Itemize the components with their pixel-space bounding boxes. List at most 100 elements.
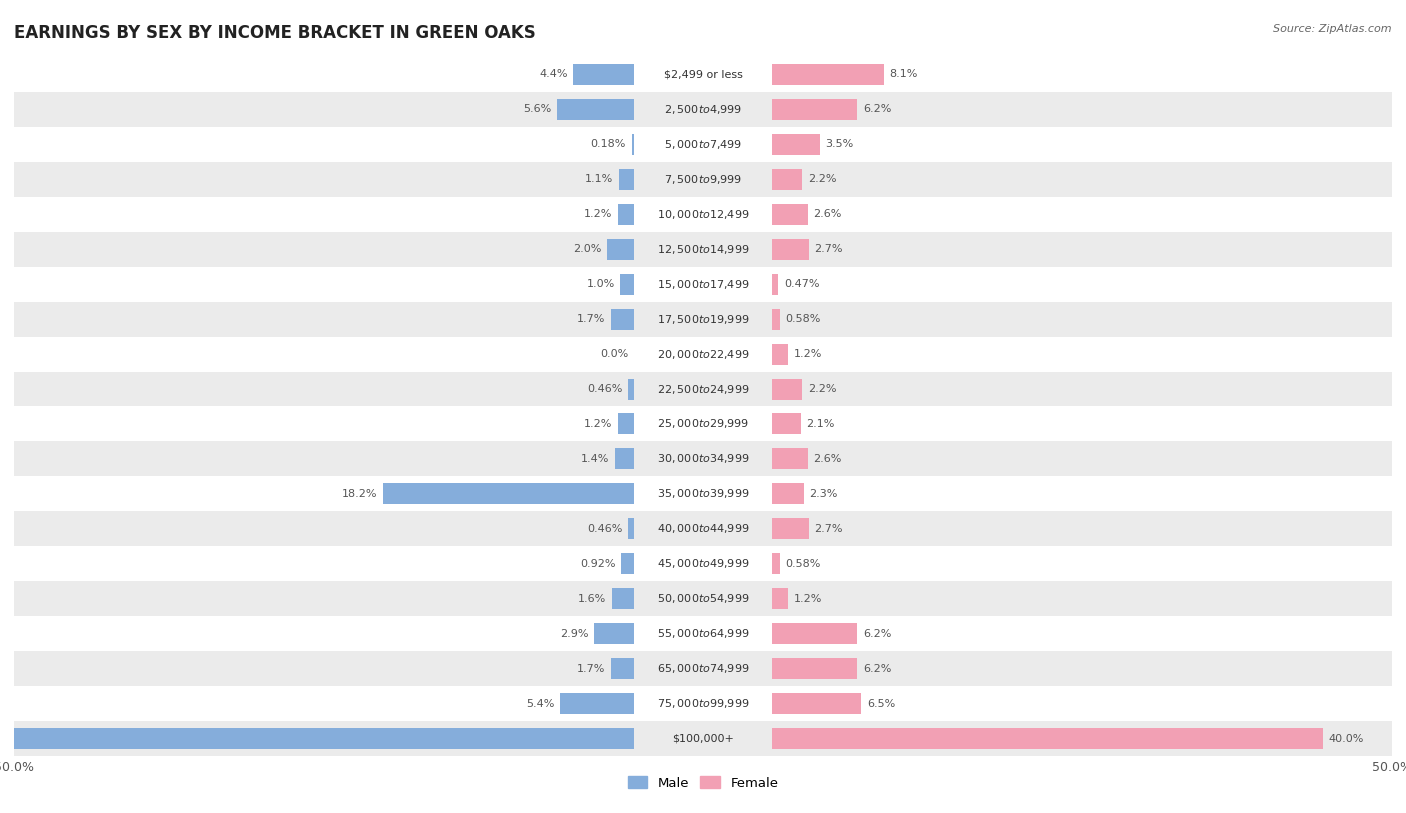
Text: 2.9%: 2.9% bbox=[560, 628, 589, 639]
Bar bbox=[14, 372, 1392, 406]
Bar bbox=[14, 441, 1392, 476]
Bar bbox=[14, 651, 1392, 686]
Bar bbox=[772, 659, 858, 679]
Bar bbox=[614, 449, 634, 469]
Bar bbox=[772, 414, 801, 434]
Bar bbox=[14, 546, 1392, 581]
Text: Source: ZipAtlas.com: Source: ZipAtlas.com bbox=[1274, 24, 1392, 34]
Text: 0.92%: 0.92% bbox=[581, 559, 616, 569]
Text: $15,000 to $17,499: $15,000 to $17,499 bbox=[657, 278, 749, 290]
Bar bbox=[14, 57, 1392, 92]
Bar bbox=[557, 99, 634, 120]
Text: $50,000 to $54,999: $50,000 to $54,999 bbox=[657, 593, 749, 605]
Bar bbox=[14, 406, 1392, 441]
Text: $40,000 to $44,999: $40,000 to $44,999 bbox=[657, 523, 749, 535]
Text: 0.46%: 0.46% bbox=[586, 524, 623, 534]
Text: 18.2%: 18.2% bbox=[342, 489, 378, 499]
Text: $75,000 to $99,999: $75,000 to $99,999 bbox=[657, 698, 749, 710]
Text: $55,000 to $64,999: $55,000 to $64,999 bbox=[657, 628, 749, 640]
Bar bbox=[14, 92, 1392, 127]
Text: 0.58%: 0.58% bbox=[786, 314, 821, 324]
Text: 40.0%: 40.0% bbox=[1329, 733, 1364, 744]
Text: 8.1%: 8.1% bbox=[889, 69, 917, 80]
Bar bbox=[14, 302, 1392, 337]
Bar bbox=[772, 134, 820, 154]
Legend: Male, Female: Male, Female bbox=[623, 771, 783, 795]
Text: $2,499 or less: $2,499 or less bbox=[664, 69, 742, 80]
Text: 6.2%: 6.2% bbox=[863, 628, 891, 639]
Bar bbox=[14, 721, 1392, 756]
Text: $20,000 to $22,499: $20,000 to $22,499 bbox=[657, 348, 749, 360]
Text: $17,500 to $19,999: $17,500 to $19,999 bbox=[657, 313, 749, 325]
Text: 2.3%: 2.3% bbox=[808, 489, 838, 499]
Bar bbox=[560, 693, 634, 714]
Text: 2.7%: 2.7% bbox=[814, 244, 844, 254]
Text: 1.2%: 1.2% bbox=[583, 419, 612, 429]
Text: 1.2%: 1.2% bbox=[794, 349, 823, 359]
Text: 1.4%: 1.4% bbox=[581, 454, 609, 464]
Bar bbox=[772, 169, 803, 189]
Bar bbox=[612, 589, 634, 609]
Text: 6.5%: 6.5% bbox=[868, 698, 896, 709]
Bar bbox=[772, 99, 858, 120]
Text: $10,000 to $12,499: $10,000 to $12,499 bbox=[657, 208, 749, 220]
Text: 6.2%: 6.2% bbox=[863, 663, 891, 674]
Bar bbox=[610, 659, 634, 679]
Text: 1.1%: 1.1% bbox=[585, 174, 613, 185]
Bar bbox=[772, 239, 808, 259]
Bar bbox=[14, 511, 1392, 546]
Text: 1.2%: 1.2% bbox=[583, 209, 612, 220]
Text: $30,000 to $34,999: $30,000 to $34,999 bbox=[657, 453, 749, 465]
Bar bbox=[617, 414, 634, 434]
Text: $65,000 to $74,999: $65,000 to $74,999 bbox=[657, 663, 749, 675]
Bar bbox=[772, 204, 807, 224]
Bar bbox=[772, 274, 779, 294]
Text: 5.6%: 5.6% bbox=[523, 104, 551, 115]
Bar bbox=[14, 581, 1392, 616]
Text: $22,500 to $24,999: $22,500 to $24,999 bbox=[657, 383, 749, 395]
Text: 1.2%: 1.2% bbox=[794, 593, 823, 604]
Text: EARNINGS BY SEX BY INCOME BRACKET IN GREEN OAKS: EARNINGS BY SEX BY INCOME BRACKET IN GRE… bbox=[14, 24, 536, 42]
Bar bbox=[14, 197, 1392, 232]
Text: 0.46%: 0.46% bbox=[586, 384, 623, 394]
Text: $100,000+: $100,000+ bbox=[672, 733, 734, 744]
Bar bbox=[14, 232, 1392, 267]
Text: $2,500 to $4,999: $2,500 to $4,999 bbox=[664, 103, 742, 115]
Text: 0.18%: 0.18% bbox=[591, 139, 626, 150]
Text: 2.7%: 2.7% bbox=[814, 524, 844, 534]
Text: $7,500 to $9,999: $7,500 to $9,999 bbox=[664, 173, 742, 185]
Bar bbox=[14, 616, 1392, 651]
Text: 6.2%: 6.2% bbox=[863, 104, 891, 115]
Bar bbox=[595, 624, 634, 644]
Bar bbox=[0, 728, 634, 749]
Bar bbox=[384, 484, 634, 504]
Bar bbox=[772, 554, 780, 574]
Bar bbox=[14, 162, 1392, 197]
Text: 1.7%: 1.7% bbox=[576, 314, 605, 324]
Bar bbox=[14, 337, 1392, 372]
Text: 4.4%: 4.4% bbox=[540, 69, 568, 80]
Bar bbox=[617, 204, 634, 224]
Bar bbox=[620, 274, 634, 294]
Bar bbox=[772, 344, 789, 364]
Text: 5.4%: 5.4% bbox=[526, 698, 554, 709]
Bar bbox=[621, 554, 634, 574]
Text: 1.7%: 1.7% bbox=[576, 663, 605, 674]
Bar bbox=[14, 267, 1392, 302]
Text: $12,500 to $14,999: $12,500 to $14,999 bbox=[657, 243, 749, 255]
Text: 2.2%: 2.2% bbox=[807, 174, 837, 185]
Bar bbox=[772, 379, 803, 399]
Bar bbox=[772, 64, 883, 85]
Bar bbox=[619, 169, 634, 189]
Text: 2.6%: 2.6% bbox=[813, 209, 842, 220]
Bar bbox=[772, 309, 780, 329]
Bar bbox=[772, 449, 807, 469]
Bar bbox=[574, 64, 634, 85]
Text: 3.5%: 3.5% bbox=[825, 139, 853, 150]
Text: 2.0%: 2.0% bbox=[572, 244, 600, 254]
Bar bbox=[772, 589, 789, 609]
Bar bbox=[631, 134, 634, 154]
Bar bbox=[772, 693, 862, 714]
Bar bbox=[627, 519, 634, 539]
Bar bbox=[772, 484, 804, 504]
